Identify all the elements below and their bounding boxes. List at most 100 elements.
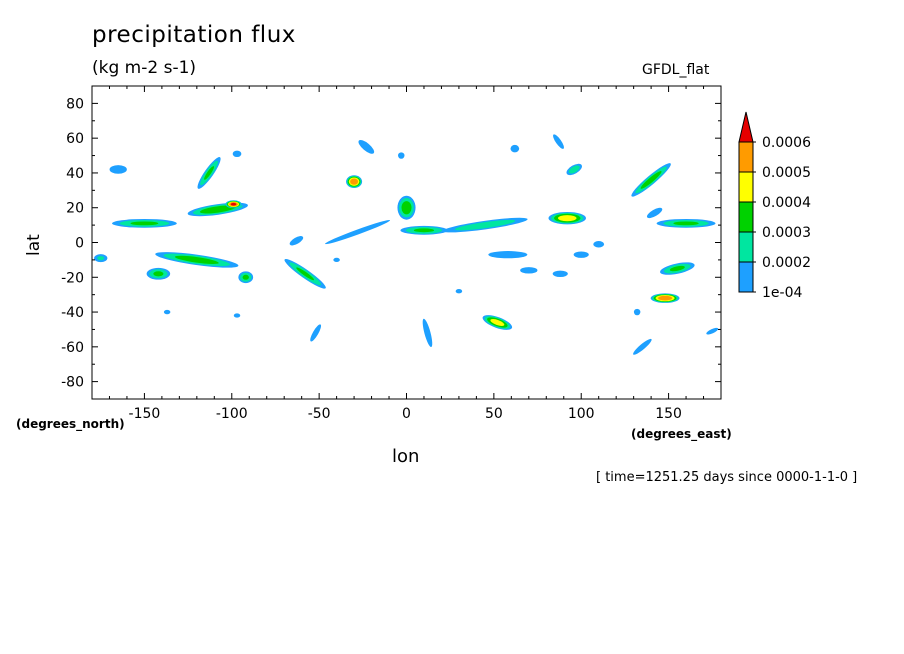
contour-feature <box>238 271 254 284</box>
contour-level-0 <box>163 309 171 315</box>
contour-feature <box>510 144 520 153</box>
contour-feature <box>232 150 242 158</box>
colorbar-label: 0.0005 <box>762 165 811 181</box>
contour-level-4 <box>350 178 359 185</box>
x-tick-label: -100 <box>216 406 248 422</box>
contour-feature <box>333 257 340 263</box>
colorbar-box <box>738 261 754 293</box>
contour-level-2 <box>153 271 164 277</box>
contour-feature <box>94 254 108 263</box>
colorbar-label: 1e-04 <box>762 285 802 301</box>
colorbar-box <box>738 201 754 233</box>
colorbar-box <box>738 231 754 263</box>
contour-level-5 <box>230 202 237 206</box>
contour-level-2 <box>413 228 435 233</box>
contour-feature <box>646 207 663 219</box>
contour-level-0 <box>552 270 568 278</box>
contour-level-4 <box>658 295 673 301</box>
contour-level-0 <box>109 165 127 174</box>
y-tick-label: 40 <box>66 166 84 182</box>
y-tick-label: 60 <box>66 131 84 147</box>
colorbar-label: 0.0002 <box>762 255 811 271</box>
contour-level-1 <box>454 219 516 231</box>
contour-feature <box>552 270 568 278</box>
x-tick-label: 100 <box>568 406 595 422</box>
contour-feature <box>197 157 221 189</box>
x-tick-label: -50 <box>308 406 331 422</box>
contour-level-0 <box>510 144 520 153</box>
contour-feature <box>284 258 326 289</box>
contour-level-2 <box>199 205 236 214</box>
x-tick-label: -150 <box>129 406 161 422</box>
contour-level-1 <box>97 256 105 261</box>
contour-feature <box>593 241 605 248</box>
colorbar-box <box>738 141 754 173</box>
contour-level-0 <box>633 338 652 355</box>
contour-level-2 <box>640 171 662 189</box>
contour-level-0 <box>333 257 340 263</box>
contour-level-0 <box>488 251 528 259</box>
contour-level-0 <box>233 313 241 318</box>
contour-feature <box>358 139 375 154</box>
contour-level-0 <box>422 318 433 348</box>
precipitation-contours <box>94 134 719 355</box>
time-annotation: [ time=1251.25 days since 0000-1-1-0 ] <box>596 470 858 485</box>
x-axis-unit: (degrees_east) <box>631 427 732 441</box>
colorbar-label: 0.0004 <box>762 195 811 211</box>
colorbar-box <box>738 171 754 203</box>
contour-feature <box>146 267 171 280</box>
colorbar: 0.0006 0.0005 0.0004 0.0003 0.0002 1e-04 <box>738 111 811 301</box>
contour-level-2 <box>296 267 315 281</box>
contour-feature <box>631 163 671 197</box>
contour-feature <box>482 315 513 330</box>
contour-feature <box>650 293 680 303</box>
contour-level-0 <box>310 324 322 342</box>
y-tick-label: 20 <box>66 201 84 217</box>
contour-level-2 <box>401 201 412 215</box>
contour-feature <box>633 308 641 316</box>
y-axis: 80 60 40 20 0 -20 -40 -60 -80 <box>61 85 721 400</box>
y-tick-label: -40 <box>61 305 84 321</box>
contour-feature <box>442 217 528 233</box>
contour-level-1 <box>568 165 580 174</box>
contour-feature <box>109 165 127 174</box>
contour-level-2 <box>673 221 699 226</box>
contour-level-0 <box>520 267 538 274</box>
contour-feature <box>346 175 363 189</box>
contour-level-0 <box>232 150 242 158</box>
contour-feature <box>455 289 463 294</box>
y-axis-label: lat <box>24 234 44 256</box>
contour-level-0 <box>289 236 304 246</box>
contour-feature <box>548 211 586 225</box>
contour-level-0 <box>646 207 663 219</box>
contour-level-3 <box>557 215 577 222</box>
contour-level-0 <box>593 241 605 248</box>
contour-level-2 <box>130 221 159 226</box>
contour-feature <box>520 267 538 274</box>
contour-level-0 <box>398 152 405 159</box>
x-tick-label: 0 <box>402 406 411 422</box>
contour-feature <box>566 163 582 176</box>
dataset-label: GFDL_flat <box>642 62 710 78</box>
contour-feature <box>163 309 171 315</box>
contour-feature <box>310 324 322 342</box>
x-tick-label: 50 <box>485 406 503 422</box>
contour-feature <box>112 218 177 228</box>
contour-level-0 <box>573 251 589 258</box>
y-tick-label: 0 <box>75 236 84 252</box>
contour-level-0 <box>553 134 564 149</box>
contour-feature <box>656 218 716 228</box>
contour-feature <box>225 200 242 209</box>
chart-title: precipitation flux <box>92 22 296 48</box>
x-axis-label: lon <box>392 446 420 467</box>
contour-feature <box>553 134 564 149</box>
colorbar-label: 0.0006 <box>762 135 811 151</box>
contour-level-3 <box>490 319 505 326</box>
contour-feature <box>398 152 405 159</box>
contour-feature <box>397 195 416 220</box>
contour-level-0 <box>455 289 463 294</box>
y-tick-label: 80 <box>66 96 84 112</box>
contour-feature <box>400 225 448 235</box>
contour-feature <box>706 327 719 335</box>
